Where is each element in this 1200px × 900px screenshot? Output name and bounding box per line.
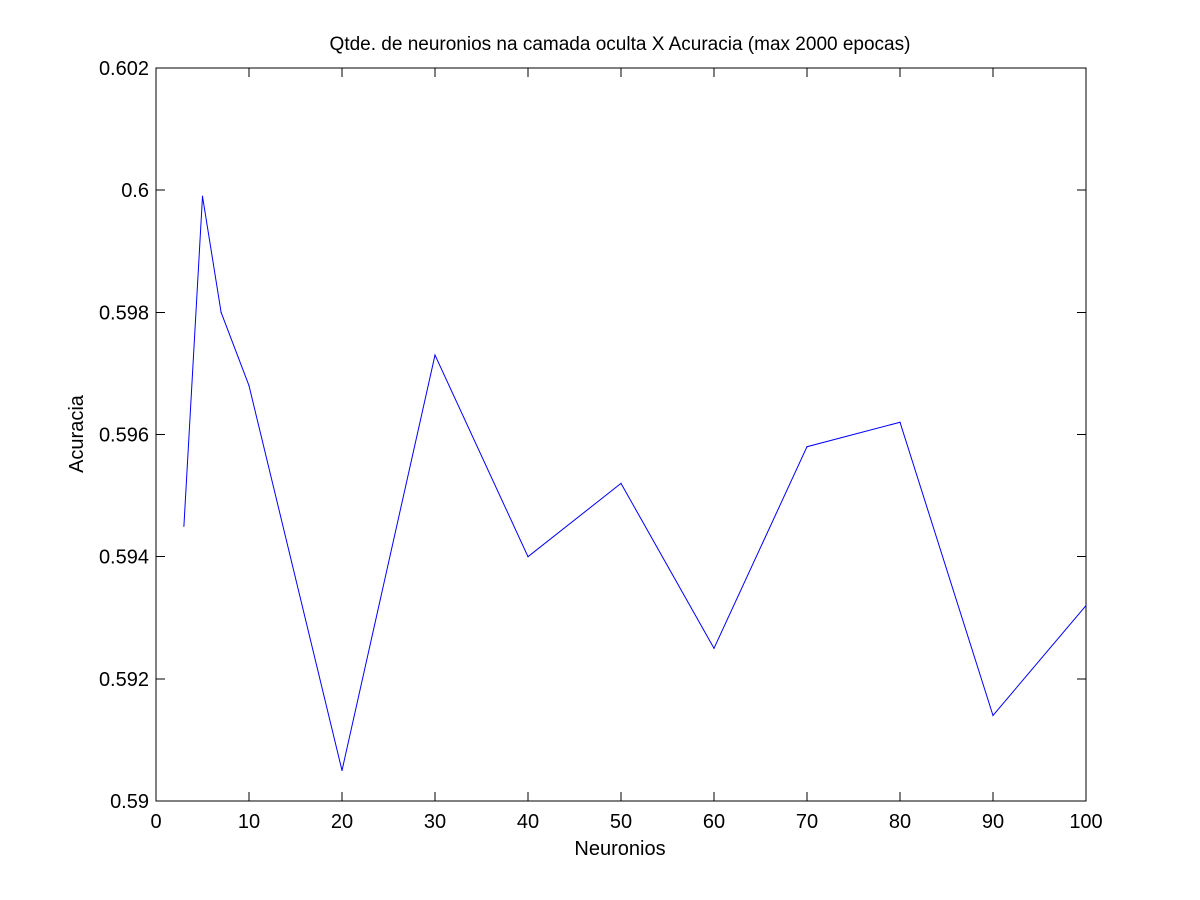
plot-layer: 0 10 20 30 40 50 60 70 80 90 100 0.59 0.592 0.594 0.59… bbox=[99, 58, 1103, 833]
data-point bbox=[341, 769, 343, 772]
data-point bbox=[183, 525, 185, 527]
x-tick-label: 40 bbox=[517, 811, 539, 833]
x-tick-label: 90 bbox=[982, 811, 1004, 833]
data-point bbox=[434, 354, 436, 356]
x-tick-label: 70 bbox=[796, 811, 818, 833]
data-point bbox=[201, 195, 204, 197]
y-tick-label: 0.602 bbox=[99, 58, 149, 80]
x-tick-label: 60 bbox=[703, 811, 725, 833]
data-point bbox=[713, 647, 715, 649]
data-point bbox=[992, 714, 994, 717]
axes-box bbox=[155, 67, 1087, 802]
y-tick-label: 0.594 bbox=[99, 547, 149, 569]
y-tick-label: 0.596 bbox=[99, 425, 149, 447]
y-axis-label: Acuracia bbox=[66, 394, 88, 473]
data-point bbox=[527, 556, 529, 558]
y-tick-label: 0.6 bbox=[121, 180, 149, 202]
data-point bbox=[620, 482, 622, 484]
x-tick-label: 10 bbox=[238, 811, 260, 833]
x-tick-label: 50 bbox=[610, 811, 632, 833]
x-axis-label: Neuronios bbox=[574, 838, 665, 860]
data-point bbox=[806, 446, 808, 448]
data-point bbox=[220, 311, 222, 313]
y-tick-label: 0.59 bbox=[110, 791, 149, 813]
x-tick-label: 20 bbox=[331, 811, 353, 833]
data-point bbox=[899, 421, 901, 423]
x-tick-label: 80 bbox=[889, 811, 911, 833]
x-tick-label: 30 bbox=[424, 811, 446, 833]
x-tick-label: 100 bbox=[1069, 811, 1102, 833]
x-tick-label: 0 bbox=[150, 811, 161, 833]
data-point bbox=[1085, 604, 1087, 607]
chart-title: Qtde. de neuronios na camada oculta X Ac… bbox=[330, 34, 911, 55]
y-tick-label: 0.592 bbox=[99, 669, 149, 691]
data-point bbox=[248, 385, 250, 387]
y-tick-label: 0.598 bbox=[99, 302, 149, 324]
